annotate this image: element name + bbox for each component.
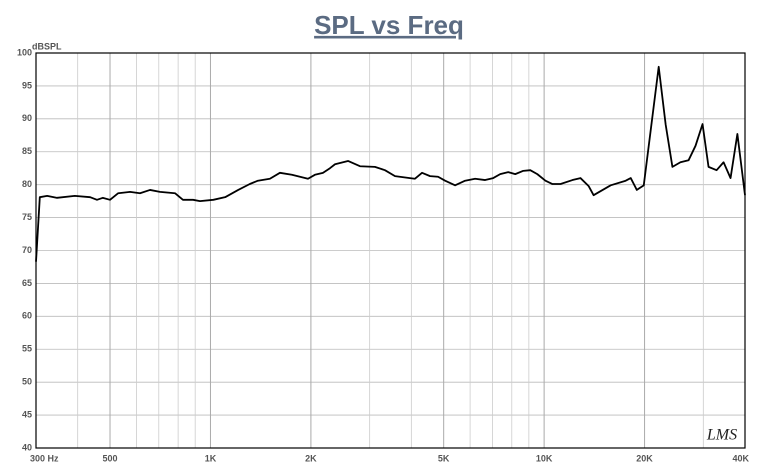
spl-line: [35, 65, 746, 262]
y-tick-label: 80: [22, 179, 32, 189]
x-tick-label: 300 Hz: [30, 453, 59, 463]
y-tick-label: 75: [22, 212, 32, 222]
y-tick-label: 95: [22, 80, 32, 90]
plot: [35, 65, 746, 262]
y-tick-label: 90: [22, 113, 32, 123]
y-tick-label: 100: [17, 47, 32, 57]
x-tick-label: 40K: [732, 453, 749, 463]
y-tick-label: 65: [22, 278, 32, 288]
y-tick-label: 55: [22, 344, 32, 354]
x-tick-label: 5K: [438, 453, 450, 463]
y-tick-label: 70: [22, 245, 32, 255]
x-tick-label: 2K: [305, 453, 317, 463]
y-tick-label: 50: [22, 377, 32, 387]
y-tick-label: 45: [22, 409, 32, 419]
y-tick-label: 60: [22, 311, 32, 321]
x-tick-label: 10K: [536, 453, 553, 463]
x-tick-label: 500: [103, 453, 118, 463]
y-tick-label: 85: [22, 146, 32, 156]
x-tick-label: 20K: [636, 453, 653, 463]
x-tick-label: 1K: [205, 453, 217, 463]
watermark: LMS: [706, 427, 737, 444]
grid: 40 45 50 55 60 65 70 75 80 85 90 95 100 300 Hz 500 1K 2K…: [17, 47, 750, 463]
plot-frame: [35, 52, 746, 449]
chart-title: SPL vs Freq: [314, 10, 464, 40]
y-tick-label: 40: [22, 442, 32, 452]
y-axis-label: dBSPL: [32, 41, 62, 51]
